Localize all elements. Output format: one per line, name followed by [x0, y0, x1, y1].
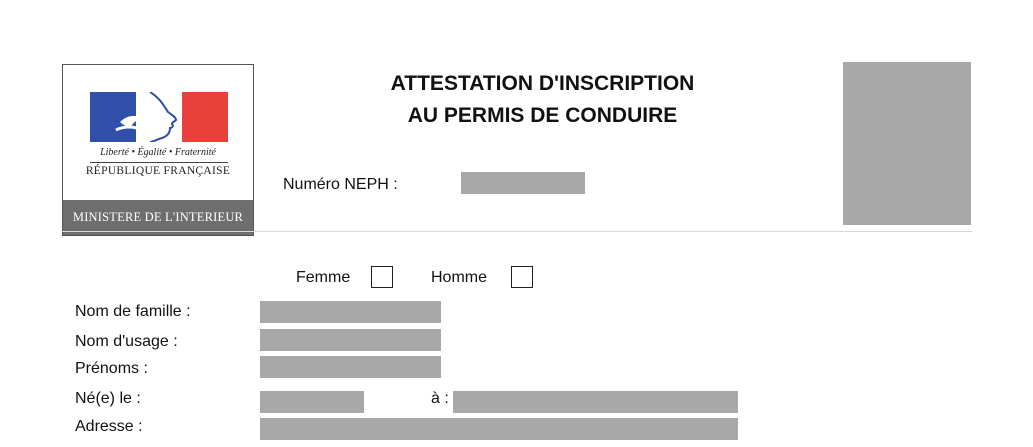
prenoms-label: Prénoms :: [75, 360, 148, 377]
femme-label: Femme: [296, 269, 351, 286]
homme-label: Homme: [431, 269, 488, 286]
adresse-label: Adresse :: [75, 418, 143, 435]
divider: [62, 231, 972, 232]
ministry-banner: MINISTERE DE L'INTERIEUR: [63, 200, 253, 235]
date-naissance-field[interactable]: [260, 391, 364, 413]
photo-placeholder: [843, 62, 971, 225]
page-title: ATTESTATION D'INSCRIPTION AU PERMIS DE C…: [340, 68, 745, 132]
nom-famille-label: Nom de famille :: [75, 303, 191, 320]
divider: [90, 162, 228, 163]
republic-text: RÉPUBLIQUE FRANÇAISE: [85, 165, 231, 177]
femme-checkbox[interactable]: [371, 266, 393, 288]
lieu-naissance-field[interactable]: [453, 391, 738, 413]
ministry-logo: Liberté • Égalité • Fraternité RÉPUBLIQU…: [62, 64, 254, 236]
lieu-naissance-label: à :: [431, 390, 449, 407]
ne-le-label: Né(e) le :: [75, 390, 141, 407]
prenoms-field[interactable]: [260, 356, 441, 378]
adresse-field[interactable]: [260, 418, 738, 440]
title-line-1: ATTESTATION D'INSCRIPTION: [390, 72, 695, 95]
nom-usage-label: Nom d'usage :: [75, 333, 178, 350]
motto-text: Liberté • Égalité • Fraternité: [100, 147, 216, 158]
title-line-2: AU PERMIS DE CONDUIRE: [407, 104, 678, 127]
neph-redacted-field: [461, 172, 585, 194]
homme-checkbox[interactable]: [511, 266, 533, 288]
nom-usage-field[interactable]: [260, 329, 441, 351]
marianne-flag-icon: [90, 92, 228, 142]
neph-label: Numéro NEPH :: [283, 176, 398, 193]
nom-famille-field[interactable]: [260, 301, 441, 323]
